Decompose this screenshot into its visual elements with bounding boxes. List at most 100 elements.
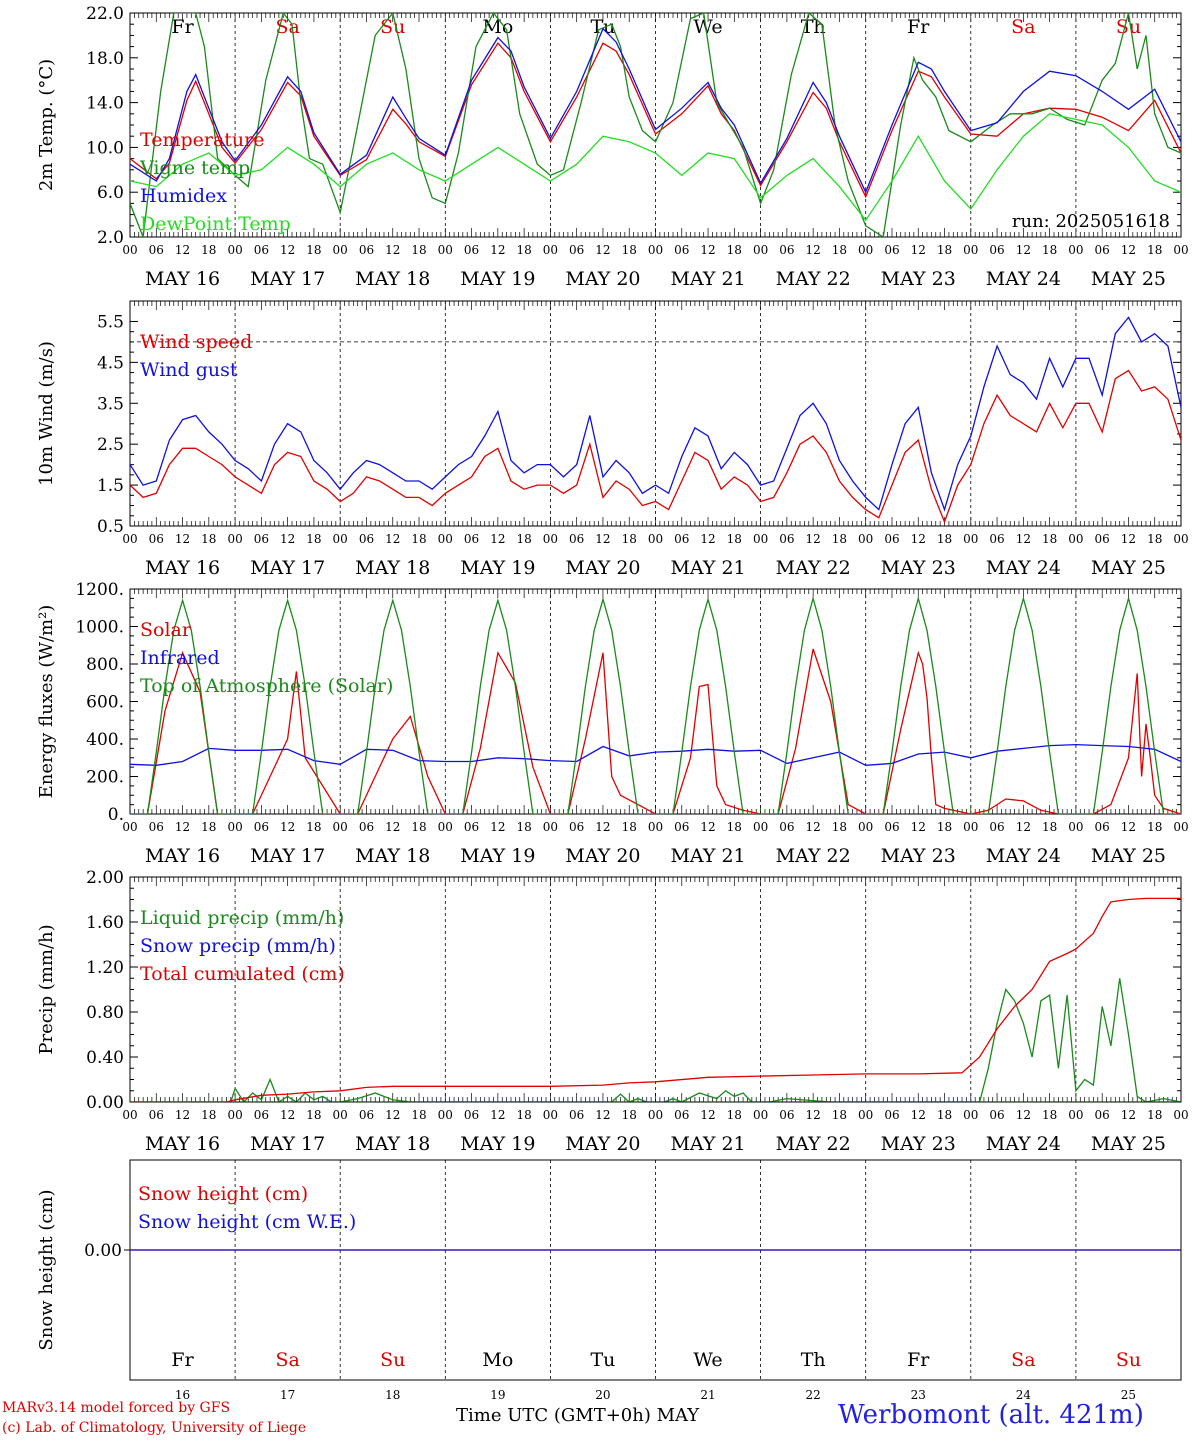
hour-tick-label: 12 <box>911 1108 926 1122</box>
legend-entry: Total cumulated (cm) <box>140 963 345 985</box>
hour-tick-label: 18 <box>937 532 952 546</box>
panel-temperature: 00 06 12 18 00 06 12 18 00 06 12 18 00 06 12 18 00 06 12 18… <box>36 4 1189 290</box>
date-label: MAY 17 <box>250 1133 325 1155</box>
hour-tick-label: 06 <box>569 820 584 834</box>
legend-entry: Liquid precip (mm/h) <box>140 907 344 929</box>
series-group <box>130 595 1181 814</box>
hour-tick-label: 12 <box>280 243 295 257</box>
hour-tick-label: 12 <box>385 820 400 834</box>
day-number-label: 22 <box>806 1388 821 1402</box>
date-label: MAY 25 <box>1091 268 1166 290</box>
y-tick-label: 800. <box>86 655 124 675</box>
hour-tick-label: 06 <box>1095 820 1110 834</box>
hour-tick-label: 06 <box>884 820 899 834</box>
hour-tick-label: 18 <box>727 243 742 257</box>
hour-tick-label: 06 <box>674 820 689 834</box>
hour-tick-label: 00 <box>438 243 453 257</box>
hour-tick-label: 06 <box>569 243 584 257</box>
hour-tick-label: 06 <box>989 1108 1004 1122</box>
legend-entry: Snow height (cm) <box>138 1183 308 1205</box>
series-line-vigne-temp <box>130 13 1181 237</box>
hour-tick-label: 06 <box>1095 532 1110 546</box>
y-tick-label: 0.00 <box>84 1241 122 1261</box>
hour-tick-label: 06 <box>569 1108 584 1122</box>
day-number-label: 20 <box>595 1388 610 1402</box>
y-tick-label: 1.60 <box>86 913 124 933</box>
hour-tick-label: 00 <box>1173 820 1188 834</box>
legend-entry: Wind gust <box>140 359 238 381</box>
hour-tick-label: 18 <box>411 243 426 257</box>
date-label: MAY 25 <box>1091 557 1166 579</box>
y-tick-label: 3.5 <box>97 394 124 414</box>
date-label: MAY 20 <box>565 268 640 290</box>
y-tick-label: 0.5 <box>97 517 124 537</box>
hour-tick-label: 18 <box>201 532 216 546</box>
hour-tick-label: 06 <box>254 532 269 546</box>
weekday-label: Sa <box>1011 1349 1035 1371</box>
y-axis-label: Snow height (cm) <box>36 1189 57 1350</box>
date-label: MAY 22 <box>776 268 851 290</box>
hour-tick-label: 12 <box>806 243 821 257</box>
date-label: MAY 21 <box>670 1133 745 1155</box>
weekday-label: Mo <box>482 1349 513 1371</box>
y-tick-label: 200. <box>86 768 124 788</box>
date-label: MAY 25 <box>1091 845 1166 867</box>
series-line-wind-speed <box>130 369 1181 524</box>
date-label: MAY 24 <box>986 268 1061 290</box>
hour-tick-label: 12 <box>806 532 821 546</box>
hour-tick-label: 06 <box>149 243 164 257</box>
legend-entry: Vigne temp <box>139 157 250 179</box>
date-label: MAY 16 <box>145 1133 220 1155</box>
series-line-wind-gust <box>130 316 1181 512</box>
y-tick-label: 400. <box>86 730 124 750</box>
weekday-label: Su <box>380 16 405 38</box>
hour-tick-label: 00 <box>858 820 873 834</box>
weekday-label: Su <box>1116 16 1141 38</box>
series-line-solar <box>130 648 1181 814</box>
date-label: MAY 24 <box>986 845 1061 867</box>
hour-tick-label: 18 <box>411 820 426 834</box>
x-axis-title-text: Time UTC (GMT+0h) <box>456 1405 651 1426</box>
hour-tick-label: 18 <box>1147 820 1162 834</box>
date-label: MAY 21 <box>670 268 745 290</box>
hour-tick-label: 06 <box>989 820 1004 834</box>
hour-tick-label: 12 <box>595 532 610 546</box>
y-tick-label: 1.5 <box>97 476 124 496</box>
date-label: MAY 20 <box>565 557 640 579</box>
hour-tick-label: 00 <box>333 243 348 257</box>
hour-tick-label: 18 <box>937 243 952 257</box>
weekday-label: We <box>693 16 722 38</box>
hour-tick-label: 06 <box>149 1108 164 1122</box>
x-axis-title: Time UTC (GMT+0h) MAY <box>456 1405 699 1426</box>
hour-tick-label: 06 <box>779 243 794 257</box>
hour-tick-label: 00 <box>753 1108 768 1122</box>
hour-tick-label: 00 <box>1068 1108 1083 1122</box>
y-tick-label: 6.0 <box>97 183 124 203</box>
series-group <box>130 897 1181 1102</box>
hour-tick-label: 00 <box>963 820 978 834</box>
series-line-infrared <box>130 743 1181 766</box>
date-label: MAY 20 <box>565 1133 640 1155</box>
hour-tick-label: 12 <box>280 532 295 546</box>
y-tick-label: 18.0 <box>86 49 124 69</box>
weekday-label: Tu <box>590 1349 615 1371</box>
day-number-label: 24 <box>1016 1388 1032 1402</box>
hour-tick-label: 12 <box>1121 243 1136 257</box>
hour-tick-label: 00 <box>438 820 453 834</box>
y-tick-label: 0.80 <box>86 1003 124 1023</box>
hour-tick-label: 06 <box>884 532 899 546</box>
station-name: Werbomont (alt. 421m) <box>838 1400 1144 1430</box>
date-label: MAY 21 <box>670 845 745 867</box>
date-label: MAY 22 <box>776 845 851 867</box>
y-tick-label: 10.0 <box>86 138 124 158</box>
hour-tick-label: 06 <box>464 532 479 546</box>
panel-energy: 00 06 12 18 00 06 12 18 00 06 12 18 00 06 12 18 00 06 12 18… <box>36 580 1189 867</box>
hour-tick-label: 12 <box>490 820 505 834</box>
date-label: MAY 18 <box>355 268 430 290</box>
hour-tick-label: 00 <box>227 532 242 546</box>
weekday-label: Tu <box>590 16 615 38</box>
hour-tick-label: 00 <box>648 532 663 546</box>
run-annotation: run: 2025051618 <box>1012 211 1170 232</box>
date-label: MAY 24 <box>986 557 1061 579</box>
hour-tick-label: 00 <box>753 820 768 834</box>
